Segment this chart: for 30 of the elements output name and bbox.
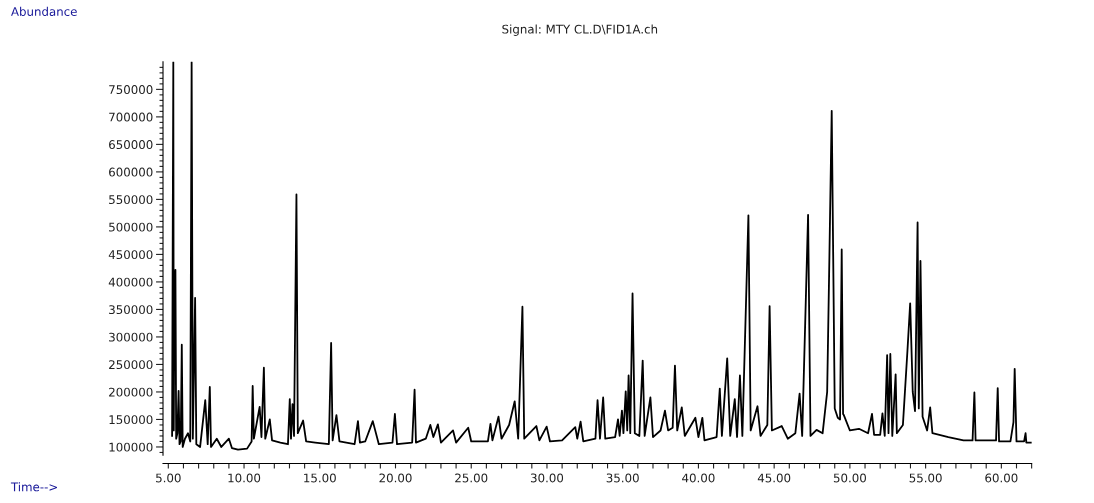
y-tick-label: 700000 (109, 112, 153, 122)
y-axis-title: Abundance (11, 6, 77, 16)
chart-title: Signal: MTY CL.D\FID1A.ch (502, 24, 658, 36)
y-tick-label: 250000 (109, 360, 153, 370)
y-tick-label: 350000 (109, 305, 153, 315)
y-tick-label: 450000 (108, 250, 153, 260)
line-series (171, 61, 1032, 451)
y-tick-label: 150000 (109, 415, 153, 425)
y-tick-label: 600000 (109, 167, 153, 177)
y-tick-label: 400000 (108, 277, 153, 287)
x-tick-label: 30.00 (530, 473, 564, 483)
y-tick-label: 200000 (109, 387, 153, 397)
x-tick-label: 45.00 (757, 473, 791, 483)
x-tick-label: 15.00 (304, 473, 336, 483)
y-tick-label: 300000 (109, 332, 153, 342)
y-tick-label: 100000 (109, 442, 153, 452)
x-tick-label: 50.00 (833, 473, 866, 483)
x-tick-label: 55.00 (909, 473, 942, 483)
y-tick-label: 650000 (109, 140, 153, 150)
x-tick-label: 40.00 (682, 473, 715, 483)
y-tick-label: 550000 (109, 195, 153, 205)
x-tick-label: 20.00 (379, 473, 412, 483)
y-tick-label: 500000 (109, 222, 153, 232)
x-axis-title: Time--> (10, 482, 57, 492)
x-tick-label: 25.00 (455, 473, 488, 483)
x-tick-label: 10.00 (228, 473, 261, 483)
x-tick-label: 60.00 (985, 473, 1018, 483)
x-tick-label: 5.00 (156, 473, 181, 483)
x-tick-label: 35.00 (606, 473, 639, 483)
y-tick-label: 750000 (109, 85, 153, 95)
